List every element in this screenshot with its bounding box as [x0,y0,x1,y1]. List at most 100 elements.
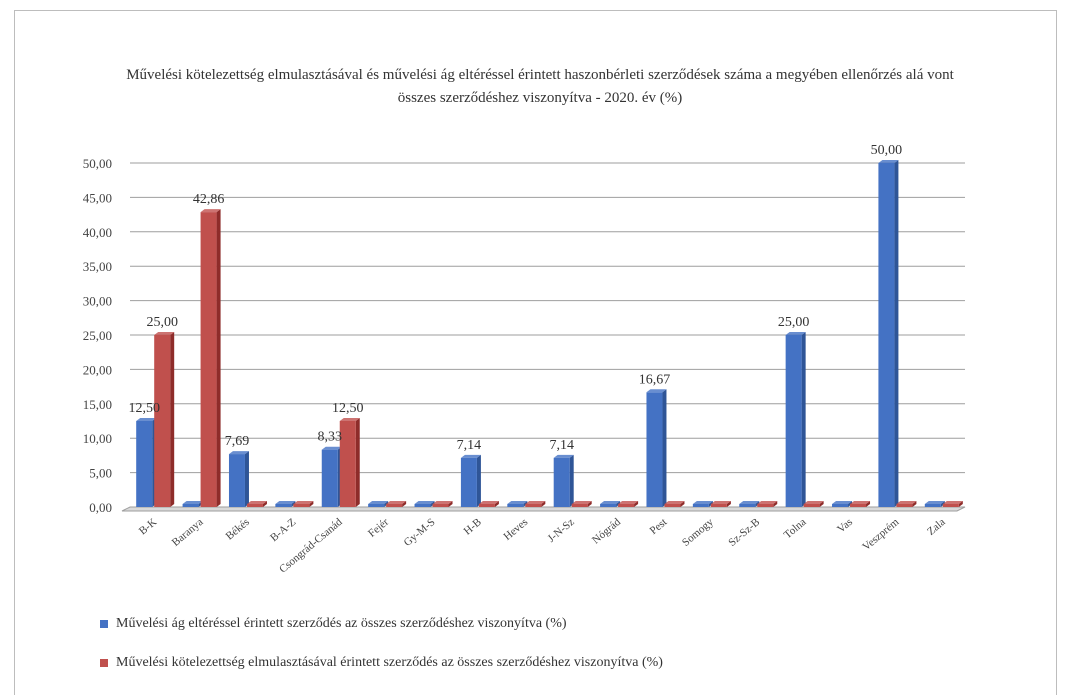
bar-side-2 [216,209,221,507]
bar-side-2 [355,418,360,507]
data-label: 25,00 [778,315,810,330]
bar-top-2 [293,501,314,504]
y-tick-label: 40,00 [83,225,112,240]
bar-series-2 [664,504,681,507]
bar-side-2 [912,501,917,507]
bar-side-2 [170,332,175,507]
x-tick-label: H-B [462,516,484,537]
bar-top-1 [460,454,481,458]
bar-top-1 [507,501,528,504]
x-tick-label: B-A-Z [268,516,298,544]
bar-series-1 [182,504,199,507]
y-tick-label: 30,00 [83,294,112,309]
bar-series-1 [414,504,431,507]
x-tick-label: J-N-Sz [545,516,576,545]
legend-label-series-1: Művelési ág eltéréssel érintett szerződé… [116,616,567,631]
bar-side-1 [244,451,249,507]
bar-top-2 [200,209,221,213]
bar-side-1 [662,389,667,507]
x-tick-label: Fejér [366,516,391,540]
bar-series-2 [525,504,542,507]
x-tick-label: Zala [925,516,948,538]
bar-side-2 [726,501,731,507]
chart-floor [121,506,966,512]
bar-series-2 [710,504,727,507]
bar-top-1 [785,332,806,335]
bar-series-2 [386,504,403,507]
x-tick-label: Heves [501,516,530,543]
bar-side-2 [958,501,963,507]
data-label: 25,00 [146,315,178,330]
bar-top-1 [832,501,853,504]
y-tick-label: 10,00 [83,431,112,446]
data-label: 42,86 [193,192,225,207]
bar-top-2 [432,501,453,504]
bar-top-1 [646,389,667,393]
bar-series-1 [136,421,153,507]
x-tick-label: Baranya [170,516,206,549]
bar-series-1 [832,504,849,507]
y-tick-label: 45,00 [83,190,112,205]
bar-top-1 [600,501,621,504]
bar-series-2 [293,504,310,507]
bar-series-2 [246,504,263,507]
bar-side-2 [866,501,871,507]
bar-top-2 [339,418,360,421]
bar-top-1 [924,501,945,504]
x-tick-label: Békés [224,516,252,542]
legend-item-series-1: Művelési ág eltéréssel érintett szerződé… [100,616,567,632]
bar-series-2 [803,504,820,507]
bar-series-1 [368,504,385,507]
bar-series-2 [432,504,449,507]
data-label: 8,33 [318,430,343,445]
bar-top-2 [571,501,592,504]
bar-side-1 [894,160,899,507]
bar-series-2 [896,504,913,507]
bar-series-2 [571,504,588,507]
bar-top-1 [692,501,713,504]
bar-top-1 [739,501,760,504]
y-tick-label: 15,00 [83,397,112,412]
bar-series-2 [942,504,959,507]
bar-top-2 [478,501,499,504]
y-tick-label: 25,00 [83,328,112,343]
bar-series-1 [275,504,292,507]
bar-top-2 [154,332,175,335]
bar-series-1 [228,454,245,507]
bar-top-1 [414,501,435,504]
bar-top-1 [368,501,389,504]
bar-series-2 [154,335,171,507]
bar-side-2 [773,501,778,507]
bar-side-2 [494,501,499,507]
x-tick-label: Somogy [680,516,716,549]
bar-series-1 [460,457,477,507]
bar-side-2 [262,501,267,507]
data-label: 12,50 [128,401,160,416]
bar-top-2 [525,501,546,504]
bar-series-1 [646,392,663,507]
x-tick-label: Nógrád [590,516,623,547]
y-tick-label: 0,00 [89,500,112,515]
x-tick-label: Tolna [782,516,809,541]
x-tick-label: B-K [137,516,159,537]
legend-swatch-series-2 [100,659,108,667]
chart-title: Művelési kötelezettség elmulasztásával é… [126,67,954,106]
bar-series-1 [739,504,756,507]
legend-swatch-series-1 [100,620,108,628]
bar-top-2 [246,501,267,504]
bar-side-2 [634,501,639,507]
bar-side-1 [476,454,481,507]
bar-side-2 [309,501,314,507]
bar-top-2 [757,501,778,504]
bar-series-2 [618,504,635,507]
bar-side-2 [448,501,453,507]
legend-label-series-2: Művelési kötelezettség elmulasztásával é… [116,655,663,670]
bar-side-1 [569,454,574,507]
bar-top-1 [553,454,574,458]
bar-top-2 [664,501,685,504]
bar-series-1 [692,504,709,507]
bar-series-2 [757,504,774,507]
bar-top-2 [386,501,407,504]
bar-series-1 [600,504,617,507]
